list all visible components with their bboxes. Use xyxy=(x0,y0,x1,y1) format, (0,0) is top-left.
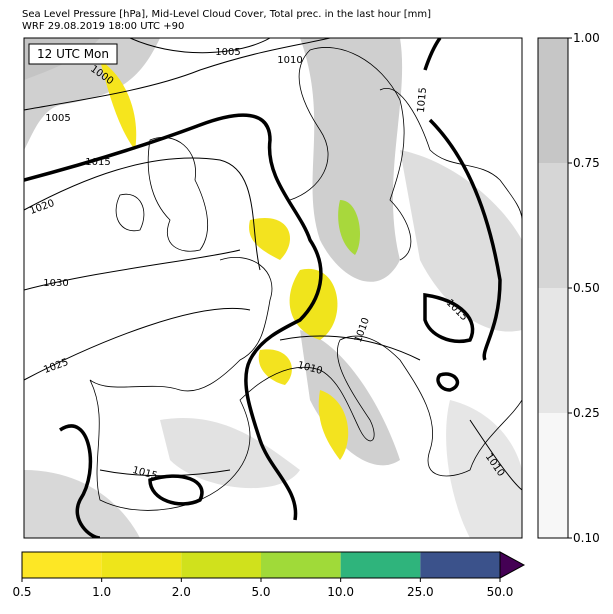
colorbar-segment xyxy=(22,552,102,578)
contour-label: 1005 xyxy=(45,113,70,124)
colorbar-segment xyxy=(101,552,182,578)
colorbar-segment xyxy=(538,163,568,288)
colorbar-tick-label: 25.0 xyxy=(407,585,434,599)
colorbar-segment xyxy=(538,288,568,413)
colorbar-tick-label: 1.0 xyxy=(92,585,111,599)
colorbar-tick-label: 0.25 xyxy=(573,406,600,420)
contour-label: 1015 xyxy=(85,157,110,168)
precip-colorbar: 0.5 1.0 2.0 5.0 10.0 25.0 50.0 xyxy=(12,551,526,599)
cloud-colorbar: 0.10 0.25 0.50 0.75 1.00 xyxy=(537,31,600,545)
colorbar-tick-label: 0.50 xyxy=(573,281,600,295)
colorbar-tick-label: 0.10 xyxy=(573,531,600,545)
map-frame xyxy=(23,37,523,539)
colorbar-segment xyxy=(538,413,568,538)
colorbar-segment xyxy=(538,38,568,163)
colorbar-segment xyxy=(261,552,341,578)
contour-label: 1015 xyxy=(416,87,429,113)
contour-label: 1030 xyxy=(43,278,68,289)
colorbar-tick-label: 1.00 xyxy=(573,31,600,45)
colorbar-tick-label: 0.75 xyxy=(573,156,600,170)
title-line: WRF 29.08.2019 18:00 UTC +90 xyxy=(22,21,184,32)
map xyxy=(24,38,522,538)
contour-label: 1005 xyxy=(215,47,240,58)
time-label: 12 UTC Mon xyxy=(37,47,109,61)
title-line: Sea Level Pressure [hPa], Mid-Level Clou… xyxy=(22,9,431,20)
colorbar-extend xyxy=(499,551,526,579)
time-box xyxy=(28,43,118,65)
colorbar-segment xyxy=(420,552,500,578)
colorbar-tick-label: 0.5 xyxy=(12,585,31,599)
colorbar-segment xyxy=(181,552,261,578)
colorbar-tick-label: 2.0 xyxy=(172,585,191,599)
colorbar-tick-label: 50.0 xyxy=(487,585,514,599)
colorbar-segment xyxy=(340,552,421,578)
colorbar-tick-label: 5.0 xyxy=(251,585,270,599)
contour-label: 1010 xyxy=(277,55,302,66)
colorbar-tick-label: 10.0 xyxy=(327,585,354,599)
